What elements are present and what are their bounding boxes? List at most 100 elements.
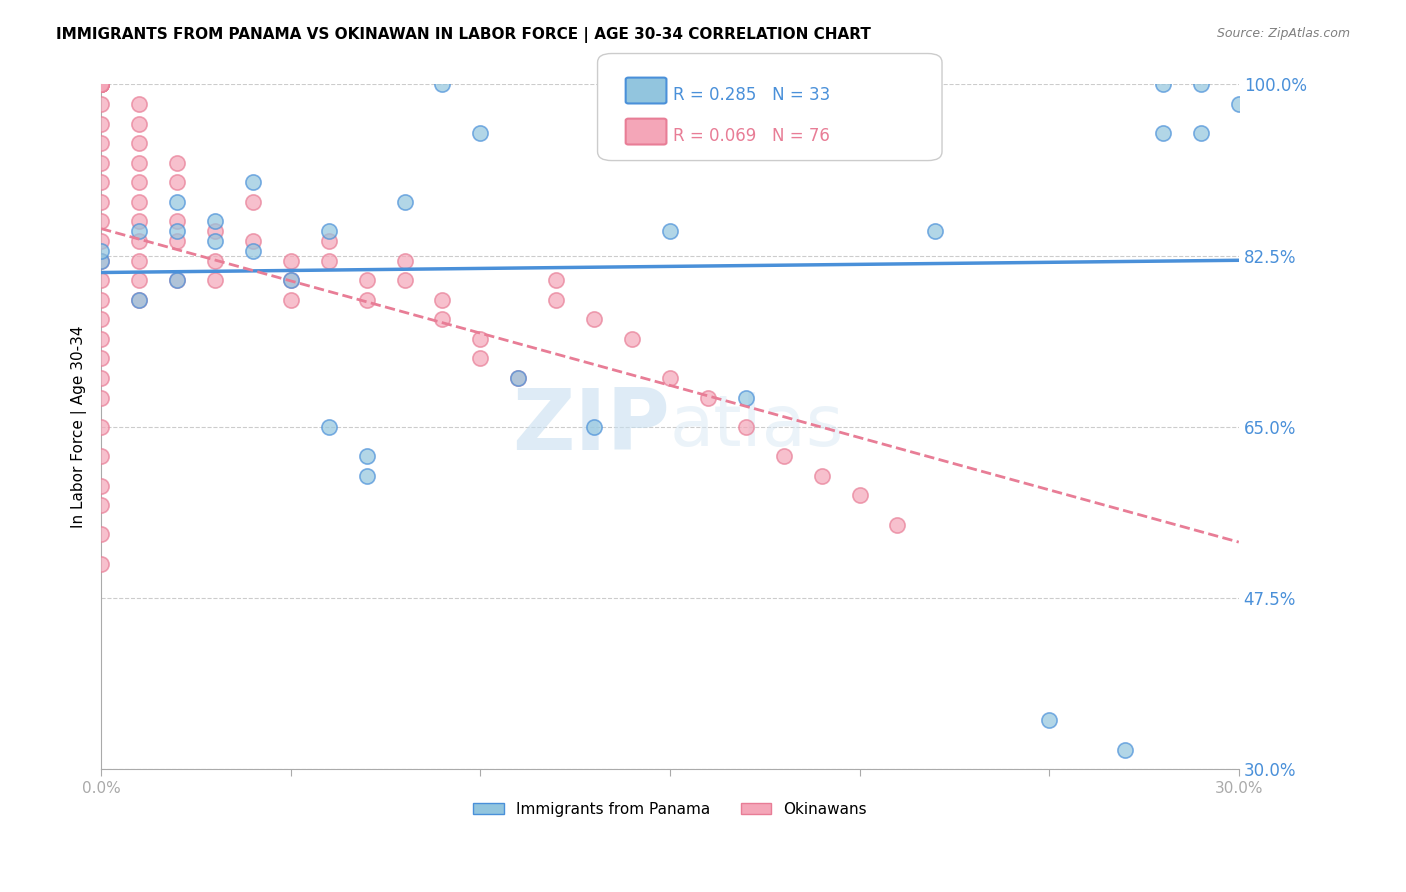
Point <box>696 391 718 405</box>
Point <box>432 293 454 307</box>
Point <box>128 293 150 307</box>
Point <box>90 78 112 92</box>
Point <box>166 234 188 248</box>
Point <box>658 371 681 385</box>
Point <box>90 332 112 346</box>
Point <box>90 478 112 492</box>
Y-axis label: In Labor Force | Age 30-34: In Labor Force | Age 30-34 <box>72 326 87 528</box>
Point <box>734 420 756 434</box>
Point <box>128 234 150 248</box>
Point <box>204 224 226 238</box>
Point <box>90 78 112 92</box>
Point <box>166 155 188 169</box>
Point <box>432 312 454 326</box>
Point <box>280 253 302 268</box>
Point <box>204 273 226 287</box>
Point <box>318 253 340 268</box>
Point <box>394 273 416 287</box>
Point <box>90 78 112 92</box>
Point <box>90 175 112 189</box>
Point <box>90 78 112 92</box>
Point <box>128 136 150 150</box>
Point <box>90 214 112 228</box>
Point <box>90 97 112 112</box>
Point <box>90 420 112 434</box>
Point <box>848 488 870 502</box>
Point <box>128 253 150 268</box>
Point <box>242 244 264 258</box>
Point <box>318 420 340 434</box>
Point <box>356 273 378 287</box>
Point <box>583 312 606 326</box>
Point <box>128 273 150 287</box>
Point <box>280 273 302 287</box>
Point <box>1114 743 1136 757</box>
Point <box>166 224 188 238</box>
Point <box>734 391 756 405</box>
Point <box>90 449 112 463</box>
Point <box>546 293 568 307</box>
Point <box>621 332 644 346</box>
Point <box>90 78 112 92</box>
Point <box>204 234 226 248</box>
Text: Source: ZipAtlas.com: Source: ZipAtlas.com <box>1216 27 1350 40</box>
Point <box>242 175 264 189</box>
Point <box>204 214 226 228</box>
Point <box>90 498 112 512</box>
Point <box>128 117 150 131</box>
Point <box>318 234 340 248</box>
Point <box>90 155 112 169</box>
Point <box>658 224 681 238</box>
Text: R = 0.285   N = 33: R = 0.285 N = 33 <box>673 86 831 103</box>
Point <box>772 127 794 141</box>
Point <box>470 127 492 141</box>
Point <box>848 78 870 92</box>
Point <box>90 136 112 150</box>
Point <box>128 175 150 189</box>
Point <box>90 557 112 571</box>
Point <box>356 293 378 307</box>
Point <box>90 351 112 366</box>
Point <box>204 253 226 268</box>
Point <box>166 175 188 189</box>
Point <box>90 234 112 248</box>
Point <box>1227 97 1250 112</box>
Point <box>128 293 150 307</box>
Point <box>583 420 606 434</box>
Point <box>1189 127 1212 141</box>
Point <box>1152 78 1174 92</box>
Point <box>886 517 908 532</box>
Point <box>508 371 530 385</box>
Point <box>166 214 188 228</box>
Legend: Immigrants from Panama, Okinawans: Immigrants from Panama, Okinawans <box>467 796 873 823</box>
Point <box>90 371 112 385</box>
Point <box>394 194 416 209</box>
Point <box>90 117 112 131</box>
Text: R = 0.069   N = 76: R = 0.069 N = 76 <box>673 127 831 145</box>
Point <box>166 194 188 209</box>
Point <box>394 253 416 268</box>
Point <box>90 78 112 92</box>
Point <box>128 214 150 228</box>
Point <box>90 253 112 268</box>
Point <box>242 234 264 248</box>
Text: ZIP: ZIP <box>512 385 669 468</box>
Point <box>166 273 188 287</box>
Text: IMMIGRANTS FROM PANAMA VS OKINAWAN IN LABOR FORCE | AGE 30-34 CORRELATION CHART: IMMIGRANTS FROM PANAMA VS OKINAWAN IN LA… <box>56 27 872 43</box>
Point <box>90 78 112 92</box>
Point <box>90 293 112 307</box>
Point <box>1189 78 1212 92</box>
Point <box>508 371 530 385</box>
Point <box>318 224 340 238</box>
Point <box>128 97 150 112</box>
Point <box>1152 127 1174 141</box>
Point <box>470 351 492 366</box>
Point <box>90 78 112 92</box>
Point <box>924 224 946 238</box>
Point <box>90 273 112 287</box>
Point <box>356 468 378 483</box>
Point <box>242 194 264 209</box>
Point <box>90 244 112 258</box>
Point <box>166 273 188 287</box>
Point <box>90 194 112 209</box>
